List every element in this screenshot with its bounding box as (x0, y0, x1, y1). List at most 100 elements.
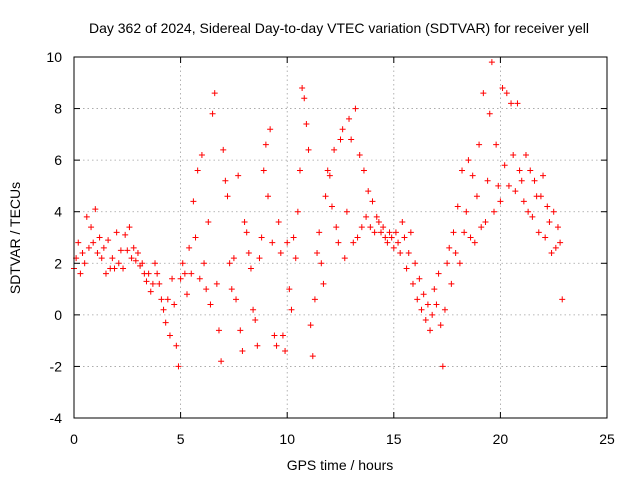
data-point (378, 229, 385, 236)
data-point (124, 247, 131, 254)
data-point (122, 231, 129, 238)
x-tick-label: 5 (177, 431, 185, 447)
data-point (282, 347, 289, 354)
data-point (284, 239, 291, 246)
y-tick-label: 10 (46, 49, 62, 65)
data-point (211, 90, 218, 97)
data-point (386, 229, 393, 236)
data-point (179, 260, 186, 267)
data-point (173, 342, 180, 349)
data-point (301, 95, 308, 102)
data-point (450, 229, 457, 236)
data-point (461, 229, 468, 236)
data-point (85, 244, 92, 251)
data-point (365, 188, 372, 195)
data-point (186, 244, 193, 251)
data-point (335, 239, 342, 246)
data-point (540, 172, 547, 179)
data-point (435, 270, 442, 277)
data-point (256, 255, 263, 262)
data-point (358, 224, 365, 231)
y-tick-label: 6 (54, 152, 62, 168)
data-point (220, 146, 227, 153)
data-point (495, 182, 502, 189)
data-point (367, 224, 374, 231)
x-tick-label: 15 (386, 431, 402, 447)
data-point (252, 317, 259, 324)
data-point (247, 265, 254, 272)
data-point (241, 219, 248, 226)
data-point (433, 301, 440, 308)
data-point (416, 275, 423, 282)
data-point (169, 275, 176, 282)
data-point (478, 224, 485, 231)
data-point (305, 146, 312, 153)
data-point (346, 115, 353, 122)
data-point (456, 260, 463, 267)
data-point (328, 203, 335, 210)
data-point (243, 229, 250, 236)
data-point (559, 296, 566, 303)
data-point (542, 234, 549, 241)
data-point (203, 286, 210, 293)
data-point (90, 239, 97, 246)
data-point (371, 229, 378, 236)
data-point (88, 224, 95, 231)
data-point (397, 249, 404, 256)
data-point (412, 260, 419, 267)
data-point (105, 237, 112, 244)
data-point (429, 311, 436, 318)
data-point (525, 208, 532, 215)
data-point (403, 265, 410, 272)
data-point (286, 286, 293, 293)
data-point (303, 121, 310, 128)
data-point (130, 244, 137, 251)
data-point (311, 296, 318, 303)
data-point (348, 136, 355, 143)
data-point (143, 278, 150, 285)
data-point (239, 347, 246, 354)
data-point (380, 224, 387, 231)
data-point (265, 193, 272, 200)
data-point (318, 260, 325, 267)
data-point (314, 249, 321, 256)
data-point (497, 198, 504, 205)
data-point (424, 301, 431, 308)
data-point (100, 244, 107, 251)
data-point (245, 249, 252, 256)
data-point (499, 84, 506, 91)
data-point (341, 255, 348, 262)
data-point (277, 249, 284, 256)
data-point (508, 100, 515, 107)
data-point (235, 172, 242, 179)
data-point (188, 270, 195, 277)
data-point (480, 90, 487, 97)
data-point (529, 213, 536, 220)
data-point (471, 239, 478, 246)
data-point (375, 219, 382, 226)
data-point (491, 208, 498, 215)
data-point (158, 296, 165, 303)
data-point (275, 219, 282, 226)
data-point (196, 275, 203, 282)
data-point (194, 167, 201, 174)
data-point (476, 141, 483, 148)
data-point (339, 126, 346, 133)
data-point (250, 306, 257, 313)
y-tick-label: -2 (50, 358, 63, 374)
data-point (459, 167, 466, 174)
data-point (181, 270, 188, 277)
data-point (441, 306, 448, 313)
data-point (94, 249, 101, 256)
tick-labels: 0 5 10 15 20 25 -4 -2 0 2 4 6 8 10 (46, 49, 615, 447)
data-point (482, 219, 489, 226)
data-point (444, 260, 451, 267)
data-point (324, 167, 331, 174)
data-point (145, 270, 152, 277)
data-point (109, 255, 116, 262)
data-point (527, 167, 534, 174)
data-point (139, 260, 146, 267)
data-point (537, 193, 544, 200)
data-point (222, 177, 229, 184)
